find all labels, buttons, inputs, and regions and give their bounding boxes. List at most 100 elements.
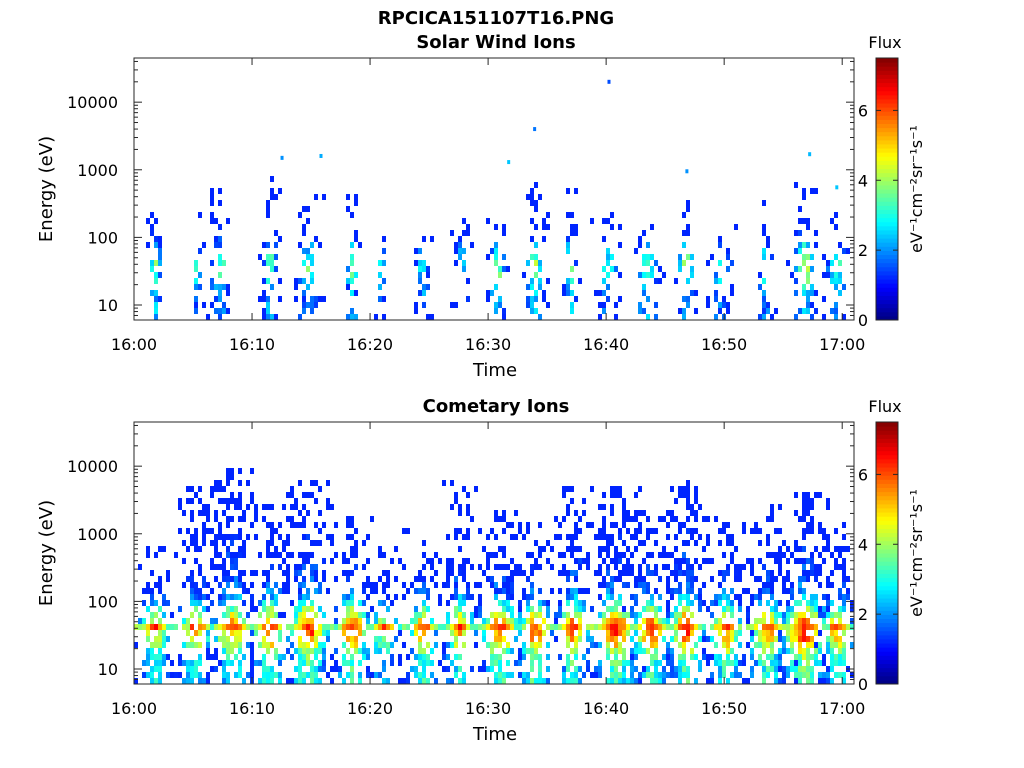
spectrogram-cell <box>810 624 814 630</box>
spectrogram-cell <box>538 660 542 666</box>
spectrogram-cell <box>718 236 722 242</box>
spectrogram-cell <box>554 516 558 522</box>
spectrogram-cell <box>766 624 770 630</box>
spectrogram-cell <box>490 290 494 296</box>
spectrogram-cell <box>622 672 626 678</box>
spectrogram-cell <box>306 510 310 516</box>
spectrogram-cell <box>642 510 646 516</box>
plot-frame <box>133 421 855 685</box>
spectrogram-cell <box>610 534 614 540</box>
spectrogram-cell <box>602 558 606 564</box>
spectrogram-cell <box>782 612 786 618</box>
spectrogram-cell <box>694 558 698 564</box>
spectrogram-cell <box>494 302 498 308</box>
spectrogram-cell <box>450 230 454 236</box>
spectrogram-cell <box>686 486 690 492</box>
spectrogram-cell <box>198 618 202 624</box>
spectrogram-cell <box>598 504 602 510</box>
spectrogram-cell <box>702 558 706 564</box>
spectrogram-cell <box>250 666 254 672</box>
data-point <box>607 79 611 84</box>
spectrogram-cell <box>814 492 818 498</box>
spectrogram-cell <box>314 564 318 570</box>
spectrogram-cell <box>794 618 798 624</box>
spectrogram-cell <box>814 570 818 576</box>
spectrogram-cell <box>578 558 582 564</box>
spectrogram-cell <box>266 612 270 618</box>
spectrogram-cell <box>150 648 154 654</box>
spectrogram-cell <box>294 522 298 528</box>
spectrogram-cell <box>202 576 206 582</box>
spectrogram-cell <box>570 594 574 600</box>
colorbar-swatch <box>876 205 898 210</box>
spectrogram-cell <box>378 600 382 606</box>
spectrogram-cell <box>366 654 370 660</box>
spectrogram-cell <box>682 212 686 218</box>
spectrogram-cell <box>682 314 686 320</box>
spectrogram-cell <box>762 612 766 618</box>
spectrogram-cell <box>518 648 522 654</box>
spectrogram-cell <box>694 654 698 660</box>
spectrogram-cell <box>298 582 302 588</box>
spectrogram-cell <box>574 588 578 594</box>
spectrogram-cell <box>314 236 318 242</box>
spectrogram-cell <box>810 642 814 648</box>
spectrogram-cell <box>290 552 294 558</box>
spectrogram-cell <box>782 624 786 630</box>
spectrogram-cell <box>154 582 158 588</box>
spectrogram-cell <box>686 576 690 582</box>
spectrogram-cell <box>634 630 638 636</box>
spectrogram-cell <box>238 492 242 498</box>
spectrogram-cell <box>242 654 246 660</box>
spectrogram-cell <box>626 570 630 576</box>
spectrogram-cell <box>830 624 834 630</box>
colorbar-swatch <box>876 107 898 112</box>
spectrogram-cell <box>822 618 826 624</box>
spectrogram-cell <box>322 666 326 672</box>
spectrogram-cell <box>238 576 242 582</box>
spectrogram-cell <box>314 194 318 200</box>
x-axis: 16:00 16:10 16:20 16:30 16:40 16:50 17:00 <box>111 58 865 354</box>
spectrogram-cell <box>374 648 378 654</box>
spectrogram-cell <box>726 564 730 570</box>
spectrogram-cell <box>146 654 150 660</box>
spectrogram-cell <box>430 576 434 582</box>
spectrogram-cell <box>374 612 378 618</box>
spectrogram-cell <box>618 492 622 498</box>
spectrogram-cell <box>142 672 146 678</box>
colorbar-swatch <box>876 311 898 317</box>
spectrogram-cell <box>446 570 450 576</box>
spectrogram-cell <box>450 564 454 570</box>
spectrogram-cell <box>750 558 754 564</box>
spectrogram-cell <box>210 654 214 660</box>
spectrogram-cell <box>634 612 638 618</box>
spectrogram-cell <box>322 630 326 636</box>
spectrogram-cell <box>266 314 270 320</box>
spectrogram-cell <box>358 618 362 624</box>
spectrogram-cell <box>202 504 206 510</box>
spectrogram-cell <box>578 600 582 606</box>
spectrogram-cell <box>162 642 166 648</box>
spectrogram-cell <box>838 278 842 284</box>
spectrogram-cell <box>806 218 810 224</box>
spectrogram-cell <box>494 510 498 516</box>
spectrogram-cell <box>686 630 690 636</box>
spectrogram-cell <box>646 242 650 248</box>
spectrogram-cell <box>586 522 590 528</box>
spectrogram-cell <box>522 654 526 660</box>
spectrogram-cell <box>198 600 202 606</box>
spectrogram-cell <box>534 254 538 260</box>
spectrogram-cell <box>358 678 362 684</box>
spectrogram-cell <box>566 188 570 194</box>
spectrogram-cell <box>658 516 662 522</box>
spectrogram-cell <box>818 606 822 612</box>
spectrogram-cell <box>630 660 634 666</box>
spectrogram-cell <box>734 546 738 552</box>
spectrogram-cell <box>306 606 310 612</box>
colorbar-swatch <box>876 634 898 640</box>
spectrogram-cell <box>618 648 622 654</box>
spectrogram-cell <box>446 600 450 606</box>
spectrogram-cell <box>654 678 658 684</box>
spectrogram-cell <box>258 660 262 666</box>
spectrogram-cell <box>238 630 242 636</box>
